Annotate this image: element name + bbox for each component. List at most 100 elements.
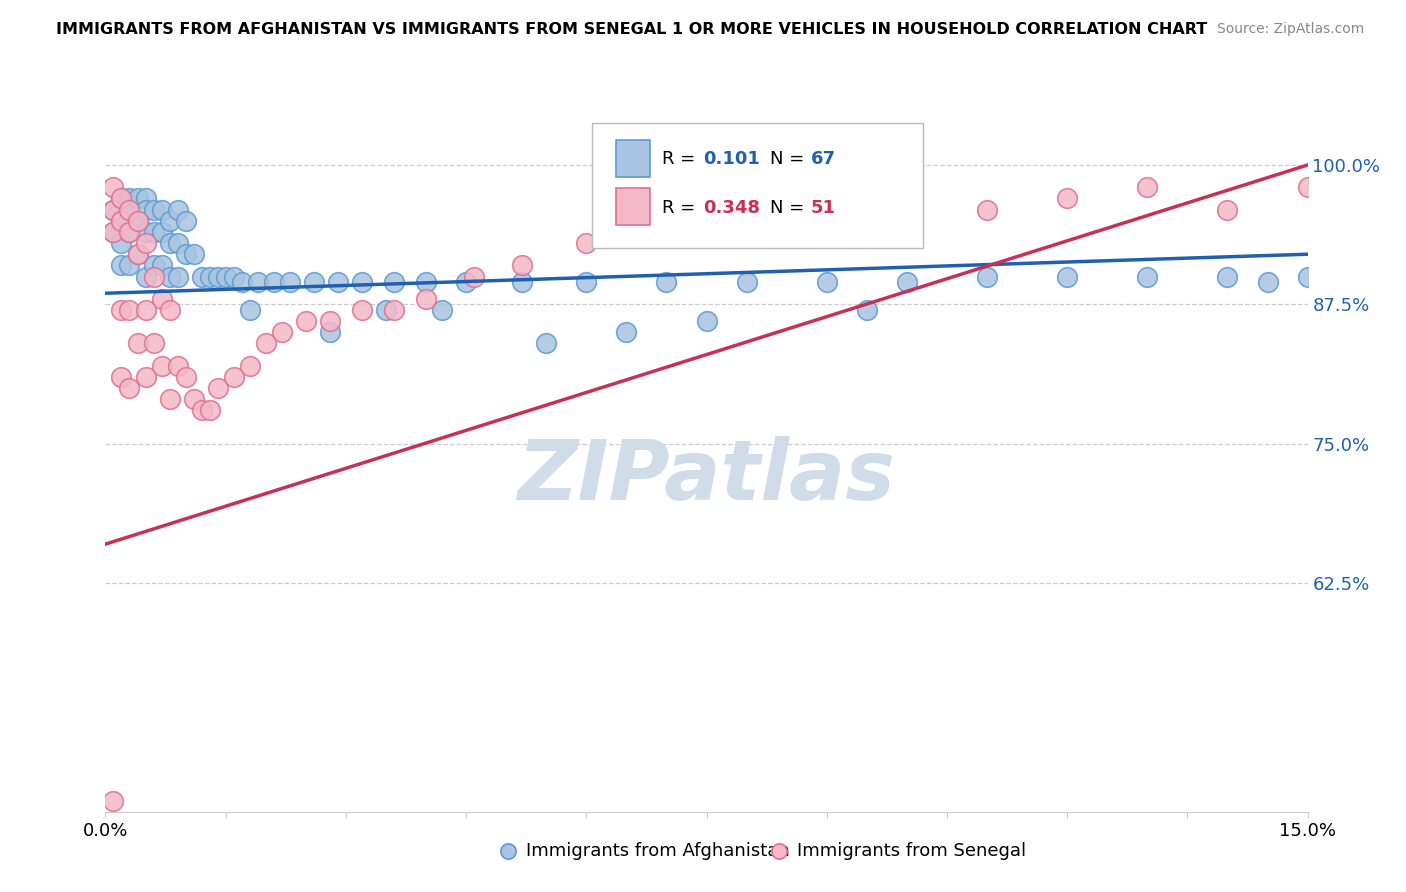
Point bbox=[190, 403, 212, 417]
Point bbox=[110, 192, 132, 206]
Text: N =: N = bbox=[770, 151, 810, 169]
Point bbox=[350, 303, 373, 318]
Point bbox=[896, 214, 918, 228]
Point bbox=[326, 275, 349, 289]
Point bbox=[118, 225, 141, 239]
Point bbox=[142, 269, 165, 284]
Point bbox=[190, 269, 212, 284]
Text: Immigrants from Afghanistan: Immigrants from Afghanistan bbox=[526, 842, 790, 860]
Point bbox=[135, 269, 157, 284]
Point bbox=[1257, 275, 1279, 289]
Bar bbox=[616, 139, 650, 177]
Point bbox=[976, 269, 998, 284]
Point bbox=[263, 275, 285, 289]
Point bbox=[118, 192, 141, 206]
Point bbox=[166, 269, 188, 284]
Point bbox=[1136, 269, 1159, 284]
Text: IMMIGRANTS FROM AFGHANISTAN VS IMMIGRANTS FROM SENEGAL 1 OR MORE VEHICLES IN HOU: IMMIGRANTS FROM AFGHANISTAN VS IMMIGRANT… bbox=[56, 22, 1208, 37]
Point bbox=[159, 214, 181, 228]
Point bbox=[110, 370, 132, 384]
Point bbox=[896, 275, 918, 289]
Point bbox=[118, 259, 141, 273]
Point bbox=[142, 336, 165, 351]
Point bbox=[655, 225, 678, 239]
Point bbox=[319, 326, 342, 340]
Point bbox=[127, 336, 149, 351]
Point bbox=[110, 214, 132, 228]
Point bbox=[159, 392, 181, 407]
Point bbox=[231, 275, 253, 289]
Point bbox=[815, 202, 838, 217]
Point bbox=[118, 303, 141, 318]
Point bbox=[103, 794, 125, 808]
Point bbox=[159, 236, 181, 251]
Point bbox=[150, 202, 173, 217]
Point bbox=[127, 247, 149, 261]
Point bbox=[295, 314, 318, 328]
Point bbox=[103, 202, 125, 217]
Point bbox=[207, 381, 229, 395]
Point bbox=[415, 292, 437, 306]
Point bbox=[254, 336, 277, 351]
Point bbox=[382, 303, 405, 318]
Point bbox=[1296, 269, 1319, 284]
Point bbox=[150, 225, 173, 239]
Point bbox=[222, 370, 245, 384]
Point bbox=[159, 303, 181, 318]
Bar bbox=[616, 188, 650, 225]
Point bbox=[166, 236, 188, 251]
Point bbox=[110, 214, 132, 228]
Text: R =: R = bbox=[662, 199, 702, 217]
Point bbox=[976, 202, 998, 217]
Point bbox=[463, 269, 485, 284]
Point bbox=[1056, 269, 1078, 284]
Point bbox=[454, 275, 477, 289]
Point bbox=[855, 303, 877, 318]
Point bbox=[1216, 269, 1239, 284]
FancyBboxPatch shape bbox=[592, 123, 922, 248]
Point bbox=[135, 236, 157, 251]
Point bbox=[1056, 192, 1078, 206]
Point bbox=[127, 247, 149, 261]
Text: 67: 67 bbox=[811, 151, 837, 169]
Point bbox=[166, 359, 188, 373]
Point bbox=[118, 202, 141, 217]
Point bbox=[246, 275, 269, 289]
Point bbox=[183, 392, 205, 407]
Point bbox=[534, 336, 557, 351]
Point bbox=[174, 370, 197, 384]
Point bbox=[150, 359, 173, 373]
Point bbox=[735, 275, 758, 289]
Point bbox=[174, 247, 197, 261]
Point bbox=[696, 314, 718, 328]
Text: 0.348: 0.348 bbox=[703, 199, 759, 217]
Point bbox=[1216, 202, 1239, 217]
Point bbox=[142, 259, 165, 273]
Point bbox=[655, 275, 678, 289]
Point bbox=[127, 214, 149, 228]
Point bbox=[319, 314, 342, 328]
Point bbox=[198, 403, 221, 417]
Text: N =: N = bbox=[770, 199, 810, 217]
Text: R =: R = bbox=[662, 151, 702, 169]
Point bbox=[1296, 180, 1319, 194]
Point bbox=[118, 202, 141, 217]
Point bbox=[110, 303, 132, 318]
Point bbox=[302, 275, 325, 289]
Point bbox=[350, 275, 373, 289]
Point bbox=[415, 275, 437, 289]
Point bbox=[103, 225, 125, 239]
Point bbox=[159, 269, 181, 284]
Point bbox=[815, 275, 838, 289]
Point bbox=[110, 192, 132, 206]
Point bbox=[1136, 180, 1159, 194]
Point bbox=[118, 225, 141, 239]
Point bbox=[510, 275, 533, 289]
Point bbox=[103, 225, 125, 239]
Point bbox=[142, 225, 165, 239]
Point bbox=[222, 269, 245, 284]
Point bbox=[135, 370, 157, 384]
Point bbox=[430, 303, 453, 318]
Point bbox=[575, 236, 598, 251]
Point bbox=[135, 202, 157, 217]
